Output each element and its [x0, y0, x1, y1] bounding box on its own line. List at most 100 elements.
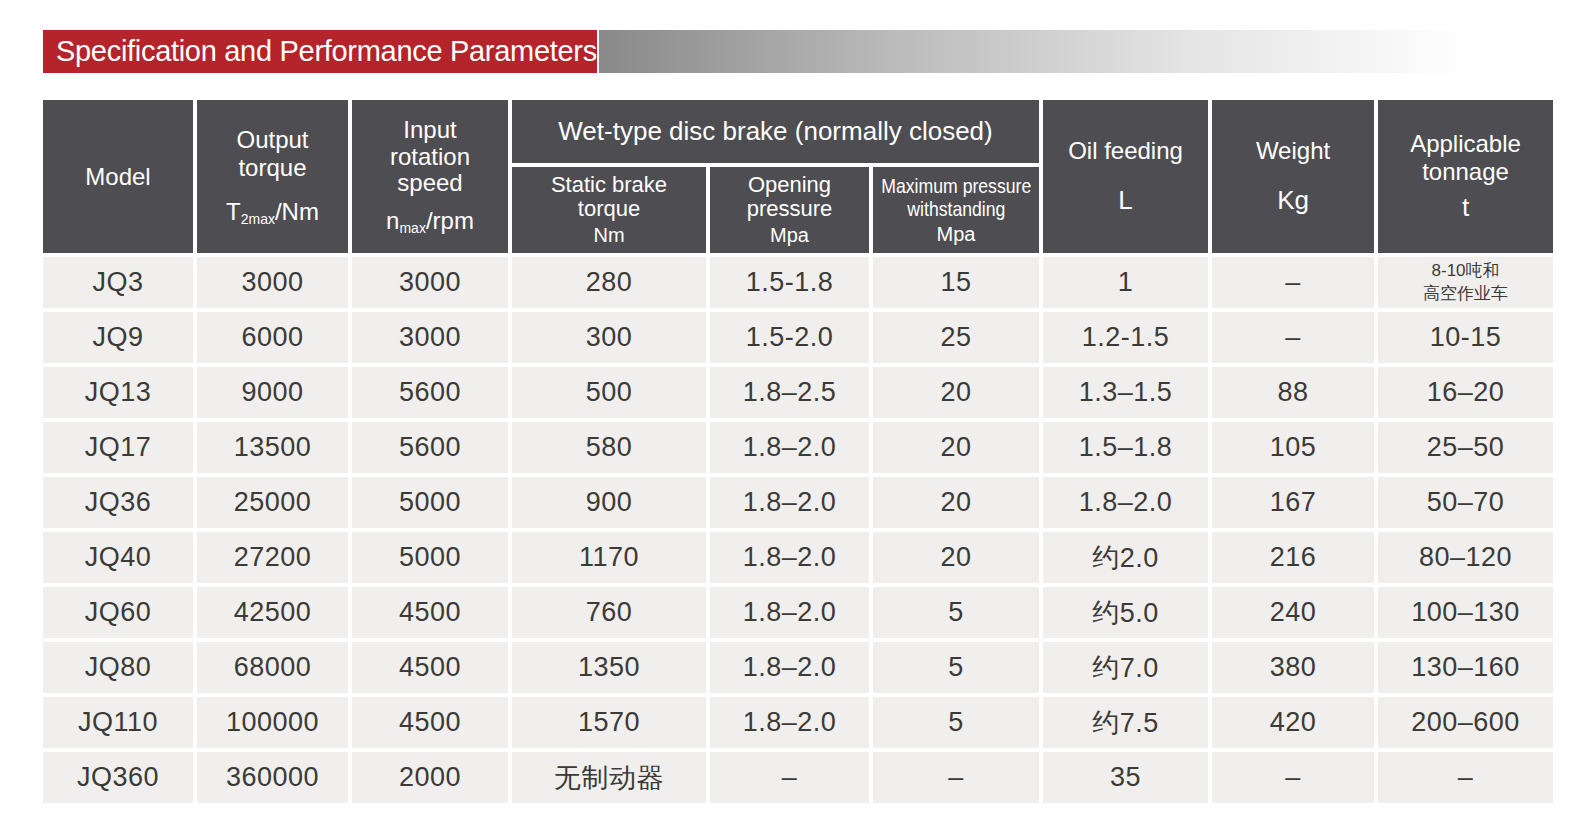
weight-header-content: Weight Kg — [1212, 137, 1374, 216]
table-cell: – — [1378, 752, 1553, 803]
table-cell: 1.8–2.0 — [710, 422, 869, 473]
table-cell: 1.8–2.0 — [710, 477, 869, 528]
table-cell: 3000 — [352, 312, 508, 363]
table-cell: JQ3 — [43, 257, 193, 308]
table-cell: 8-10吨和 高空作业车 — [1378, 257, 1553, 308]
unit-symbol: T — [226, 198, 241, 225]
output-torque-unit: T2max/Nm — [226, 198, 319, 227]
output-torque-label: Output torque — [236, 126, 308, 182]
table-cell: 1.5–1.8 — [1043, 422, 1208, 473]
table-row: JQ4027200500011701.8–2.020约2.021680–120 — [43, 532, 1553, 583]
table-header: Model Output torque T2max/Nm — [43, 100, 1553, 253]
model-header-content: Model — [43, 163, 193, 191]
table-cell: JQ13 — [43, 367, 193, 418]
table-cell: 1.5-1.8 — [710, 257, 869, 308]
tonnage-label: Applicable tonnage — [1410, 130, 1521, 186]
table-cell: JQ36 — [43, 477, 193, 528]
table-cell: 580 — [512, 422, 706, 473]
table-cell: 25–50 — [1378, 422, 1553, 473]
col-header-opening-pressure: Opening pressure Mpa — [710, 167, 869, 253]
output-torque-header-content: Output torque T2max/Nm — [197, 126, 348, 227]
table-row: JQ362500050009001.8–2.0201.8–2.016750–70 — [43, 477, 1553, 528]
table-cell: 88 — [1212, 367, 1374, 418]
table-cell: 1.8–2.0 — [710, 587, 869, 638]
table-cell: JQ9 — [43, 312, 193, 363]
table-cell: 27200 — [197, 532, 348, 583]
opening-pressure-label: Opening pressure — [747, 173, 833, 221]
table-row: JQ13900056005001.8–2.5201.3–1.58816–20 — [43, 367, 1553, 418]
table-cell: 1.3–1.5 — [1043, 367, 1208, 418]
static-brake-line2: torque — [551, 197, 667, 221]
table-cell: – — [710, 752, 869, 803]
table-row: JQ8068000450013501.8–2.05约7.0380130–160 — [43, 642, 1553, 693]
output-torque-line1: Output — [236, 126, 308, 154]
table-cell: 1.8–2.0 — [1043, 477, 1208, 528]
tonnage-line1: Applicable — [1410, 130, 1521, 158]
table-cell: 5000 — [352, 477, 508, 528]
table-row: JQ3603600002000无制动器––35–– — [43, 752, 1553, 803]
table-cell: 1350 — [512, 642, 706, 693]
table-cell: 15 — [873, 257, 1039, 308]
table-cell: 1570 — [512, 697, 706, 748]
table-cell: 4500 — [352, 642, 508, 693]
table-cell: 105 — [1212, 422, 1374, 473]
table-cell: 5 — [873, 587, 1039, 638]
table-cell: 100000 — [197, 697, 348, 748]
table-row: JQ9600030003001.5-2.0251.2-1.5–10-15 — [43, 312, 1553, 363]
input-speed-line2: rotation — [390, 144, 470, 171]
table-cell: 167 — [1212, 477, 1374, 528]
table-cell: 9000 — [197, 367, 348, 418]
table-cell: 900 — [512, 477, 706, 528]
col-group-header-brake: Wet-type disc brake (normally closed) — [512, 100, 1039, 163]
output-torque-line2: torque — [236, 154, 308, 182]
table-cell: 无制动器 — [512, 752, 706, 803]
table-cell: 760 — [512, 587, 706, 638]
input-speed-line3: speed — [390, 170, 470, 197]
table-cell: 35 — [1043, 752, 1208, 803]
table-cell: 约7.5 — [1043, 697, 1208, 748]
table-cell: JQ360 — [43, 752, 193, 803]
table-cell: JQ110 — [43, 697, 193, 748]
unit-suffix: /rpm — [426, 207, 474, 234]
table-cell: 20 — [873, 422, 1039, 473]
table-cell: 360000 — [197, 752, 348, 803]
table-cell: JQ60 — [43, 587, 193, 638]
opening-pressure-header-content: Opening pressure Mpa — [710, 173, 869, 247]
spec-table: Model Output torque T2max/Nm — [39, 96, 1557, 807]
table-cell: 300 — [512, 312, 706, 363]
table-cell: – — [873, 752, 1039, 803]
col-header-oil-feeding: Oil feeding L — [1043, 100, 1208, 253]
table-cell: 100–130 — [1378, 587, 1553, 638]
table-cell: 5600 — [352, 422, 508, 473]
input-speed-line1: Input — [390, 117, 470, 144]
max-pressure-unit: Mpa — [937, 223, 976, 246]
opening-pressure-unit: Mpa — [770, 224, 809, 247]
oil-feeding-unit: L — [1118, 185, 1132, 216]
max-pressure-line2: withstanding — [907, 197, 1005, 220]
weight-unit: Kg — [1277, 185, 1309, 216]
col-header-tonnage: Applicable tonnage t — [1378, 100, 1553, 253]
table-cell: 约7.0 — [1043, 642, 1208, 693]
table-cell: 1.5-2.0 — [710, 312, 869, 363]
table-cell: 4500 — [352, 587, 508, 638]
table-cell: 3000 — [352, 257, 508, 308]
input-speed-header-content: Input rotation speed nmax/rpm — [352, 117, 508, 237]
col-header-input-speed: Input rotation speed nmax/rpm — [352, 100, 508, 253]
table-row: JQ604250045007601.8–2.05约5.0240100–130 — [43, 587, 1553, 638]
table-cell: 280 — [512, 257, 706, 308]
table-cell: JQ17 — [43, 422, 193, 473]
tonnage-line2: tonnage — [1410, 158, 1521, 186]
col-header-output-torque: Output torque T2max/Nm — [197, 100, 348, 253]
opening-pressure-line2: pressure — [747, 197, 833, 221]
table-cell: 1.2-1.5 — [1043, 312, 1208, 363]
table-cell: 2000 — [352, 752, 508, 803]
table-cell: 1.8–2.5 — [710, 367, 869, 418]
input-speed-label: Input rotation speed — [390, 117, 470, 198]
col-header-max-pressure: Maximum pressure withstanding Mpa — [873, 167, 1039, 253]
static-brake-label: Static brake torque — [551, 173, 667, 221]
model-label: Model — [85, 163, 150, 191]
brake-group-label: Wet-type disc brake (normally closed) — [558, 116, 992, 146]
table-cell: 约2.0 — [1043, 532, 1208, 583]
title-gradient-bar — [599, 30, 1547, 73]
spec-sheet-page: Specification and Performance Parameters… — [0, 0, 1583, 825]
